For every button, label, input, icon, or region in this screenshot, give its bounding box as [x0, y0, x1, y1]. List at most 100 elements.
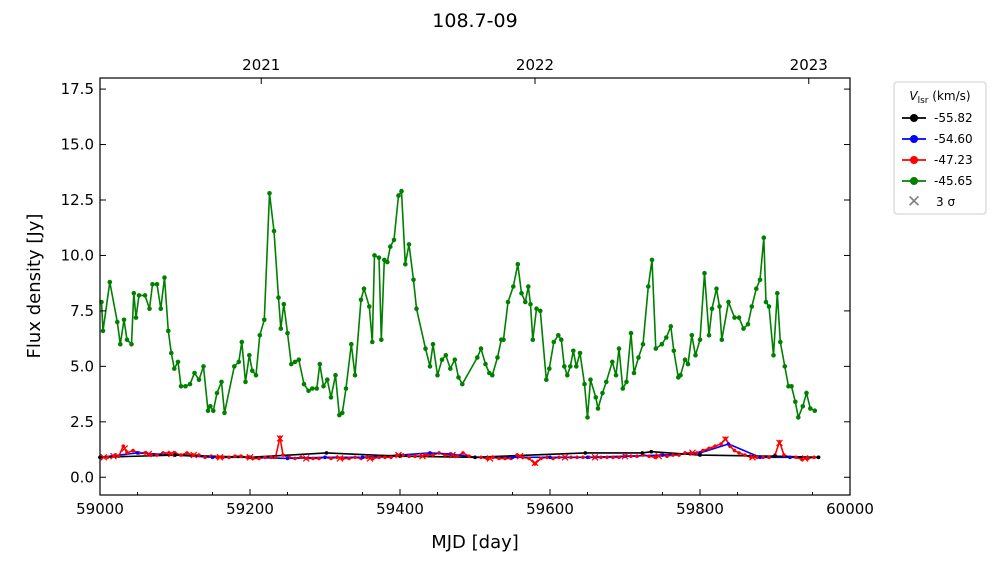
series-0-point-115 [562, 364, 567, 369]
series-0-point-25 [196, 377, 202, 383]
series-1-point-20 [215, 455, 219, 460]
series-0-point-153 [709, 306, 715, 312]
series-1-point-91 [635, 454, 639, 459]
series-0-point-160 [741, 326, 746, 331]
series-3-point-7 [640, 451, 645, 455]
legend: Vlsr (km/s) -55.82 -54.60 -47.23 -45.65 ✕ 3… [893, 81, 987, 215]
series-1-point-82 [581, 455, 585, 460]
series-1-point-10 [155, 453, 159, 457]
series-0-point-39 [253, 372, 259, 378]
series-0-point-121 [582, 381, 587, 387]
sigma-marker-23 [722, 436, 729, 443]
series-1-point-38 [317, 456, 321, 461]
series-1-point-43 [347, 456, 351, 461]
series-0-point-117 [568, 364, 573, 369]
series-1-point-11 [161, 451, 165, 455]
series-0-point-103 [519, 290, 524, 296]
y-tick-label-3: 7.5 [70, 302, 94, 320]
series-1-point-88 [617, 455, 621, 460]
sigma-marker-25 [776, 439, 783, 447]
series-0-point-107 [530, 337, 536, 343]
series-0-point-83 [427, 364, 433, 369]
series-1-point-58 [437, 451, 441, 455]
legend-title: Vlsr (km/s) [909, 89, 970, 106]
sigma-marker-18 [561, 453, 569, 461]
series-1-point-119 [794, 455, 798, 460]
series-line-3 [99, 450, 819, 459]
series-3-point-9 [698, 453, 702, 457]
series-1-point-102 [701, 448, 705, 453]
x-tick-label-3: 59600 [526, 500, 574, 518]
series-0-point-113 [556, 333, 561, 338]
series-0-point-125 [595, 406, 601, 411]
series-0-point-170 [778, 339, 783, 345]
series-0-point-66 [361, 286, 367, 292]
y-tick-label-2: 5.0 [70, 357, 94, 375]
series-1-point-97 [671, 453, 675, 457]
series-1-point-108 [732, 448, 737, 453]
series-0-point-166 [763, 299, 769, 305]
sigma-marker-4 [167, 450, 175, 458]
series-0-point-146 [682, 357, 688, 363]
series-0-point-130 [616, 346, 622, 351]
legend-marker-3 [910, 177, 918, 185]
series-1-point-87 [611, 455, 615, 460]
series-0-point-155 [717, 304, 722, 309]
series-0-point-8 [131, 290, 137, 296]
series-0-point-3 [115, 319, 120, 325]
series-0-point-70 [376, 255, 382, 260]
series-0-point-139 [653, 346, 659, 351]
series-0-point-177 [804, 390, 809, 396]
series-0-point-158 [732, 315, 737, 320]
series-1-point-48 [377, 455, 381, 460]
sigma-marker-24 [749, 453, 756, 461]
series-2-point-16 [660, 453, 665, 457]
series-0-point-114 [559, 337, 564, 343]
top-tick-label-0: 2021 [242, 56, 280, 74]
series-0-point-63 [349, 341, 354, 347]
series-1-point-113 [761, 455, 765, 460]
series-0-point-30 [214, 390, 220, 396]
series-1-point-110 [743, 453, 747, 457]
series-1-point-14 [179, 453, 183, 457]
series-0-point-116 [565, 372, 570, 378]
series-1-point-78 [557, 455, 561, 460]
x-tick-label-0: 59000 [76, 500, 124, 518]
series-0-point-136 [640, 341, 646, 347]
sigma-marker-26 [801, 454, 809, 462]
top-tick-label-2: 2023 [790, 56, 828, 74]
series-0-point-96 [490, 372, 495, 378]
y-tick-label-0: 0.0 [70, 468, 94, 486]
series-0-point-128 [610, 359, 615, 365]
sigma-marker-9 [302, 454, 310, 462]
series-0-point-97 [495, 355, 500, 360]
series-0-point-54 [314, 386, 320, 391]
series-0-point-86 [439, 357, 445, 363]
legend-label-2: -47.23 [934, 153, 973, 167]
series-0-point-12 [147, 306, 152, 312]
x-axis-label: MJD [day] [431, 532, 519, 553]
series-1-point-117 [782, 453, 786, 457]
series-0-point-151 [702, 270, 707, 276]
series-0-point-111 [547, 366, 552, 371]
series-0-point-13 [150, 282, 155, 287]
top-tick-label-1: 2022 [516, 56, 554, 74]
series-0-point-120 [577, 350, 583, 356]
series-0-point-108 [534, 306, 539, 312]
series-0-point-19 [172, 366, 177, 371]
series-1-point-65 [479, 455, 483, 460]
series-0-point-36 [243, 379, 248, 385]
series-0-point-38 [250, 368, 255, 374]
series-0-point-32 [222, 410, 227, 416]
series-0-point-100 [505, 299, 511, 305]
series-3-point-11 [816, 455, 821, 460]
series-1-point-68 [497, 456, 501, 461]
series-1-point-122 [812, 455, 816, 460]
series-1-point-23 [233, 454, 237, 459]
series-0-point-89 [452, 357, 458, 363]
series-0-point-178 [808, 406, 813, 411]
series-0-point-34 [236, 359, 242, 365]
series-0-point-59 [333, 372, 338, 378]
series-0-point-138 [649, 257, 655, 263]
series-0-point-84 [430, 341, 436, 347]
